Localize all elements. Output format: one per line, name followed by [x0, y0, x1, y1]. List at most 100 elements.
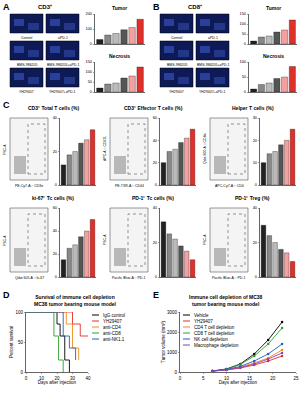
- svg-text:YH29407+aPD-1: YH29407+aPD-1: [199, 90, 226, 94]
- svg-text:Control: Control: [171, 36, 183, 40]
- svg-text:ki-67⁺ Tc cells (%): ki-67⁺ Tc cells (%): [32, 195, 74, 201]
- svg-text:Tumor: Tumor: [266, 5, 281, 11]
- svg-text:YH29407+aPD-1: YH29407+aPD-1: [49, 90, 76, 94]
- svg-text:100: 100: [239, 21, 246, 26]
- svg-text:Control: Control: [21, 36, 33, 40]
- svg-text:FSC-A: FSC-A: [103, 234, 107, 245]
- svg-text:Days after injection: Days after injection: [38, 381, 77, 386]
- svg-text:PE-TXR-A :: CD44: PE-TXR-A :: CD44: [115, 184, 144, 188]
- svg-text:BMS-986205: BMS-986205: [167, 63, 187, 67]
- svg-text:anti-CD8: anti-CD8: [103, 331, 121, 336]
- svg-text:CD3⁺: CD3⁺: [38, 4, 52, 10]
- svg-text:0: 0: [155, 274, 158, 279]
- svg-text:Immune cell depletion of MC38t: Immune cell depletion of MC38tumor beari…: [189, 294, 263, 307]
- svg-text:60: 60: [153, 115, 158, 120]
- svg-text:100: 100: [15, 310, 23, 315]
- svg-text:40: 40: [153, 138, 158, 143]
- svg-text:15: 15: [247, 376, 253, 381]
- svg-text:APC-A :: CD62L: APC-A :: CD62L: [103, 136, 107, 161]
- svg-text:0: 0: [255, 182, 258, 187]
- svg-text:40: 40: [85, 376, 91, 381]
- svg-text:50: 50: [88, 79, 93, 84]
- svg-text:20: 20: [253, 138, 258, 143]
- svg-text:Pacific Blue-A :: PD-1: Pacific Blue-A :: PD-1: [112, 276, 146, 280]
- svg-text:CD4 T cell depletion: CD4 T cell depletion: [194, 325, 235, 330]
- svg-text:0: 0: [174, 370, 177, 375]
- svg-text:40: 40: [53, 228, 58, 233]
- svg-text:Pacific Blue-A :: PD-1: Pacific Blue-A :: PD-1: [212, 276, 246, 280]
- svg-text:A: A: [3, 2, 10, 12]
- svg-text:0: 0: [55, 182, 58, 187]
- svg-text:100: 100: [85, 26, 92, 31]
- svg-text:YH29407: YH29407: [19, 90, 34, 94]
- svg-text:0: 0: [90, 89, 93, 94]
- svg-text:150: 150: [239, 11, 246, 16]
- svg-text:0: 0: [20, 370, 23, 375]
- svg-text:BMS-986205: BMS-986205: [17, 63, 37, 67]
- svg-text:APC-Cy7-A :: CD4: APC-Cy7-A :: CD4: [215, 184, 244, 188]
- svg-text:Days after injection: Days after injection: [219, 381, 258, 386]
- svg-text:100: 100: [239, 59, 246, 64]
- svg-text:20: 20: [253, 240, 258, 245]
- svg-text:FSC-A: FSC-A: [3, 144, 7, 155]
- svg-text:0: 0: [55, 274, 58, 279]
- svg-text:CD3⁺ Effector T cells (%): CD3⁺ Effector T cells (%): [124, 105, 183, 111]
- svg-text:Qdot 800-A :: CD8a: Qdot 800-A :: CD8a: [203, 133, 207, 164]
- svg-text:E: E: [153, 290, 159, 300]
- svg-text:PD-1⁺ Tc cells (%): PD-1⁺ Tc cells (%): [132, 195, 174, 201]
- svg-text:BMS-986205+aPD-1: BMS-986205+aPD-1: [197, 63, 229, 67]
- svg-text:40: 40: [253, 205, 258, 210]
- svg-text:Percent survival: Percent survival: [9, 326, 14, 358]
- svg-text:Necrosis: Necrosis: [263, 53, 284, 59]
- svg-text:BMS-986205+aPD-1: BMS-986205+aPD-1: [47, 63, 79, 67]
- svg-text:0: 0: [25, 376, 28, 381]
- svg-text:30: 30: [70, 376, 76, 381]
- svg-text:PE-Cy7-A :: CD3e: PE-Cy7-A :: CD3e: [15, 184, 43, 188]
- svg-text:0: 0: [244, 41, 247, 46]
- svg-text:150: 150: [85, 59, 92, 64]
- svg-text:30: 30: [253, 115, 258, 120]
- svg-text:CD3⁺ Total T cells (%): CD3⁺ Total T cells (%): [28, 105, 79, 111]
- svg-text:50: 50: [242, 31, 247, 36]
- svg-text:200: 200: [85, 11, 92, 16]
- svg-text:10: 10: [253, 160, 258, 165]
- svg-text:PD-1⁺ Treg (%): PD-1⁺ Treg (%): [235, 195, 270, 201]
- svg-text:0: 0: [90, 41, 93, 46]
- svg-text:NK cell depletion: NK cell depletion: [194, 337, 228, 342]
- svg-text:FSC-A: FSC-A: [3, 235, 7, 246]
- svg-text:100: 100: [85, 69, 92, 74]
- svg-text:aPD-1: aPD-1: [208, 36, 218, 40]
- svg-text:20: 20: [53, 149, 58, 154]
- svg-text:CD8⁺: CD8⁺: [188, 4, 202, 10]
- svg-text:20: 20: [153, 240, 158, 245]
- svg-text:50: 50: [242, 74, 247, 79]
- svg-text:0: 0: [179, 376, 182, 381]
- svg-text:10: 10: [39, 376, 45, 381]
- svg-text:IgG control: IgG control: [103, 313, 125, 318]
- svg-text:3000: 3000: [167, 310, 178, 315]
- svg-text:Tumor volume (mm³): Tumor volume (mm³): [161, 321, 166, 363]
- svg-text:1000: 1000: [167, 350, 178, 355]
- svg-text:Qdot 605-A :: ki-67: Qdot 605-A :: ki-67: [15, 276, 44, 280]
- svg-text:YH29407: YH29407: [169, 90, 184, 94]
- svg-text:YH29407: YH29407: [103, 319, 122, 324]
- svg-text:60: 60: [53, 205, 58, 210]
- svg-text:anti-NK1.1: anti-NK1.1: [103, 337, 125, 342]
- svg-text:Vehicle: Vehicle: [194, 313, 209, 318]
- svg-text:40: 40: [53, 115, 58, 120]
- svg-text:Helper T cells (%): Helper T cells (%): [232, 105, 274, 111]
- svg-text:20: 20: [53, 251, 58, 256]
- svg-text:20: 20: [153, 160, 158, 165]
- svg-text:0: 0: [155, 182, 158, 187]
- svg-text:D: D: [3, 290, 10, 300]
- svg-text:2000: 2000: [167, 330, 178, 335]
- svg-text:B: B: [153, 2, 160, 12]
- svg-text:10: 10: [224, 376, 230, 381]
- svg-text:Macrophage depletion: Macrophage depletion: [194, 343, 239, 348]
- svg-text:YH29407: YH29407: [194, 319, 213, 324]
- svg-text:0: 0: [244, 89, 247, 94]
- svg-text:40: 40: [153, 205, 158, 210]
- svg-text:5: 5: [202, 376, 205, 381]
- svg-text:C: C: [3, 100, 10, 110]
- svg-text:0: 0: [255, 274, 258, 279]
